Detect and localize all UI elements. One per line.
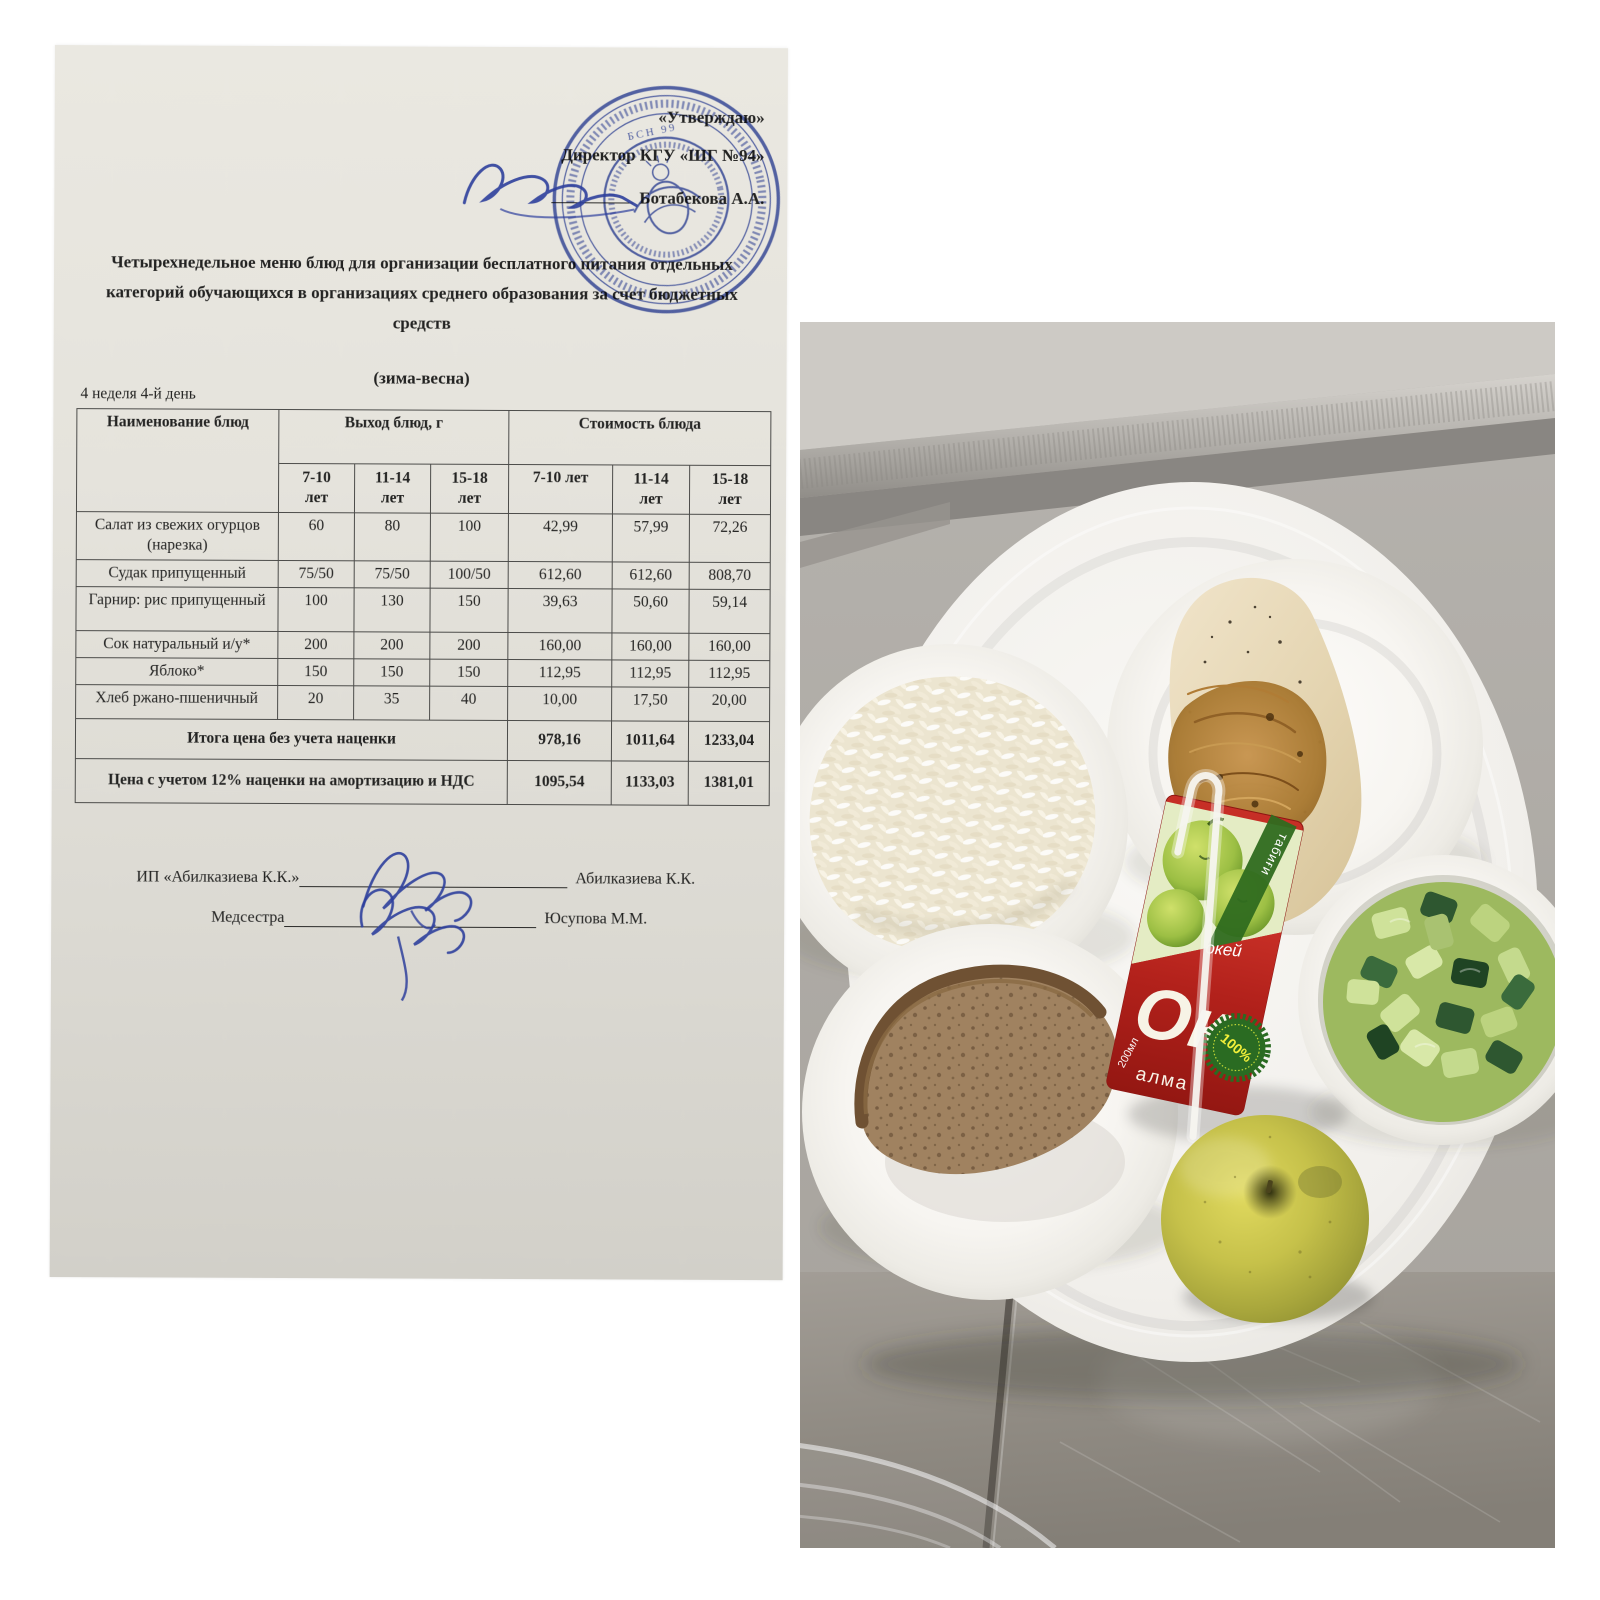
weight-cell: 130 — [353, 587, 431, 632]
age-col: 7-10 лет — [278, 463, 355, 514]
weight-cell: 100/50 — [430, 560, 509, 589]
rice — [809, 676, 1096, 953]
col-price-header: Стоимость блюда — [508, 410, 771, 466]
signer2-prefix: Медсестра — [211, 908, 285, 927]
age-col: 7-10 лет — [508, 464, 613, 515]
price-cell: 612,60 — [612, 561, 690, 589]
plastic-lid — [800, 1443, 1057, 1548]
dish-name: Сок натуральный и/у* — [75, 630, 278, 659]
vat-cell: 1095,54 — [507, 760, 612, 805]
charred-onion-bits — [1217, 713, 1303, 808]
weight-cell: 150 — [353, 658, 430, 687]
director-signature — [462, 163, 638, 219]
weight-cell: 60 — [278, 512, 355, 561]
wall — [800, 322, 1555, 450]
price-cell: 612,60 — [508, 561, 613, 589]
table-row: Сок натуральный и/у* 200 200 200 160,00 … — [75, 630, 770, 661]
price-cell: 160,00 — [611, 632, 689, 661]
dish-name: Салат из свежих огурцов (нарезка) — [76, 511, 279, 561]
price-cell: 72,26 — [689, 514, 771, 563]
price-cell: 112,95 — [611, 659, 689, 688]
signer1-name: Абилказиева К.К. — [575, 870, 696, 888]
price-cell: 20,00 — [688, 687, 770, 722]
juice-brand-script: окей — [1205, 938, 1244, 961]
price-cell: 17,50 — [611, 686, 689, 722]
weight-cell: 35 — [353, 685, 430, 721]
dish-name: Хлеб ржано-пшеничный — [75, 684, 278, 720]
table-header-row-1: Наименование блюд Выход блюд, г Стоимост… — [76, 408, 771, 513]
tray-shadow — [862, 1328, 1522, 1400]
week-day-label: 4 неделя 4-й день — [80, 385, 196, 403]
total-cell: 1011,64 — [611, 720, 689, 762]
weight-cell: 200 — [353, 631, 430, 659]
price-cell: 39,63 — [507, 588, 613, 633]
official-stamp: БСН 99 — [552, 85, 781, 314]
table-row: Яблоко* 150 150 150 112,95 112,95 112,95 — [75, 657, 770, 688]
price-cell: 160,00 — [507, 632, 612, 660]
price-cell: 112,95 — [688, 660, 770, 688]
wall-and-backsplash — [800, 322, 1555, 568]
price-cell: 112,95 — [507, 659, 612, 687]
price-cell: 57,99 — [612, 514, 690, 562]
menu-document: «Утверждаю» Директор КГУ «ШГ №94» Ботабе… — [49, 45, 788, 1281]
weight-cell: 150 — [429, 587, 509, 633]
cucumber-salad — [1323, 882, 1555, 1122]
total-row: Итога цена без учета наценки 978,16 1011… — [75, 718, 770, 762]
straw — [1171, 769, 1226, 1143]
age-col: 15-18 лет — [430, 464, 509, 514]
backsplash-rail — [800, 374, 1555, 498]
table-row: Гарнир: рис припущенный 100 130 150 39,6… — [75, 586, 771, 634]
weight-cell: 75/50 — [278, 560, 355, 588]
total-label: Итога цена без учета наценки — [75, 718, 508, 761]
table-row: Хлеб ржано-пшеничный 20 35 40 10,00 17,5… — [75, 684, 770, 722]
price-cell: 10,00 — [507, 686, 612, 721]
weight-cell: 80 — [354, 513, 431, 561]
vat-label: Цена с учетом 12% наценки на амортизацию… — [75, 758, 508, 805]
dish-name: Яблоко* — [75, 657, 278, 686]
weight-cell: 20 — [277, 685, 354, 720]
weight-cell: 150 — [277, 658, 354, 686]
total-cell: 1233,04 — [688, 721, 770, 762]
weight-cell: 75/50 — [354, 560, 431, 588]
table-row: Судак припущенный 75/50 75/50 100/50 612… — [76, 559, 771, 590]
apple — [1161, 1115, 1373, 1323]
rye-bread-slice — [854, 964, 1118, 1175]
menu-table: Наименование блюд Выход блюд, г Стоимост… — [75, 408, 772, 806]
dish-name: Судак припущенный — [76, 559, 279, 588]
total-cell: 978,16 — [507, 720, 612, 761]
col-weight-header: Выход блюд, г — [278, 409, 509, 465]
total-vat-row: Цена с учетом 12% наценки на амортизацию… — [75, 758, 770, 806]
price-cell: 50,60 — [611, 588, 690, 633]
age-col: 11-14 лет — [354, 463, 431, 514]
price-cell: 808,70 — [689, 561, 771, 590]
price-cell: 59,14 — [688, 588, 771, 634]
dish-name: Гарнир: рис припущенный — [75, 586, 279, 632]
weight-cell: 150 — [429, 658, 508, 687]
age-col: 15-18 лет — [689, 465, 771, 515]
price-cell: 160,00 — [688, 632, 770, 661]
weight-cell: 100 — [430, 513, 509, 562]
bread-crust — [854, 964, 1107, 1129]
weight-cell: 200 — [429, 631, 508, 660]
signer2-name: Юсупова М.М. — [544, 910, 648, 928]
weight-cell: 100 — [277, 587, 355, 632]
nurse-handwritten-signature — [359, 888, 466, 1002]
weight-cell: 200 — [277, 631, 354, 659]
vat-cell: 1381,01 — [688, 761, 770, 806]
weight-cell: 40 — [429, 686, 508, 721]
vat-cell: 1133,03 — [611, 760, 689, 806]
juice-box: табиғи окей Ок алма 100% 200мл — [1106, 769, 1348, 1143]
meal-photo: табиғи окей Ок алма 100% 200мл — [800, 322, 1555, 1548]
juice-100-badge: 100% — [1201, 1013, 1271, 1083]
table-row: Салат из свежих огурцов (нарезка) 60 80 … — [76, 511, 771, 563]
signer1-prefix: ИП «Абилказиева К.К.» — [136, 868, 300, 887]
price-cell: 42,99 — [508, 513, 613, 562]
col-name-header: Наименование блюд — [76, 408, 279, 513]
age-col: 11-14 лет — [612, 464, 690, 515]
